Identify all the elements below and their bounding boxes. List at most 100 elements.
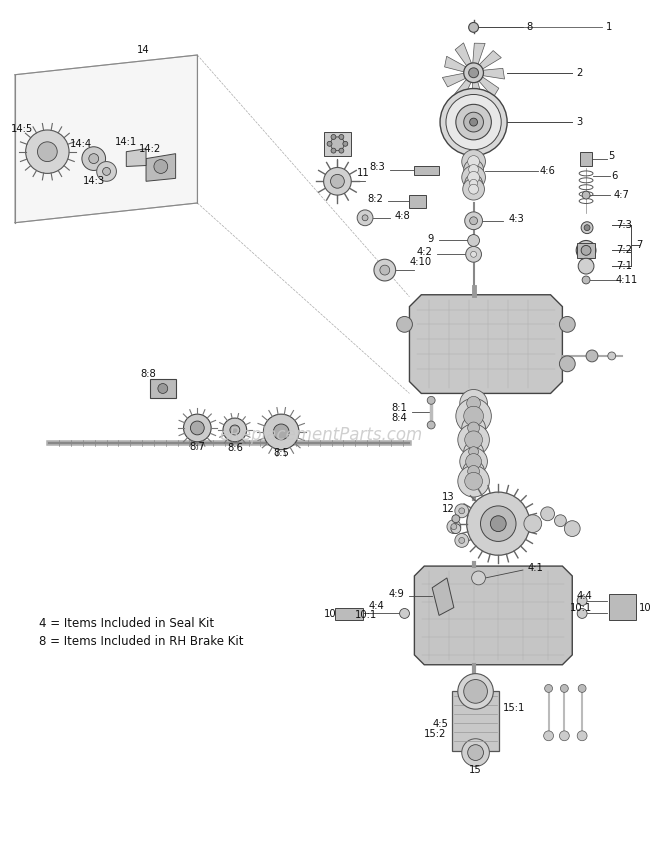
Circle shape [559, 316, 575, 332]
Circle shape [455, 504, 469, 518]
Circle shape [339, 148, 344, 153]
Circle shape [586, 350, 598, 362]
Circle shape [464, 406, 484, 426]
Circle shape [467, 466, 480, 478]
Circle shape [577, 596, 587, 605]
Circle shape [400, 609, 409, 619]
Text: 8:2: 8:2 [367, 194, 383, 204]
Text: 4:4: 4:4 [576, 591, 592, 601]
Circle shape [357, 210, 373, 226]
Circle shape [191, 421, 204, 435]
Circle shape [467, 745, 484, 761]
Circle shape [541, 507, 555, 521]
Text: 13: 13 [442, 492, 454, 502]
Circle shape [458, 674, 493, 709]
Polygon shape [409, 196, 426, 208]
Circle shape [463, 178, 484, 200]
Text: 4:3: 4:3 [508, 214, 524, 224]
Circle shape [455, 534, 469, 547]
Polygon shape [455, 42, 471, 67]
Polygon shape [452, 79, 472, 100]
Circle shape [544, 731, 553, 740]
Circle shape [451, 524, 461, 534]
Text: 11: 11 [357, 168, 370, 178]
Text: 8:1: 8:1 [392, 403, 408, 413]
Circle shape [264, 414, 299, 450]
Circle shape [459, 508, 465, 513]
Circle shape [451, 524, 457, 530]
Text: 15:2: 15:2 [424, 728, 446, 739]
Bar [452, 691, 499, 751]
Text: 14: 14 [137, 45, 149, 55]
Polygon shape [146, 154, 176, 181]
Polygon shape [580, 151, 592, 166]
Circle shape [561, 684, 568, 693]
Circle shape [459, 537, 465, 543]
Circle shape [396, 316, 413, 332]
Text: 10: 10 [324, 609, 337, 620]
Circle shape [427, 421, 435, 429]
Text: 7:2: 7:2 [616, 246, 633, 255]
Polygon shape [445, 56, 465, 72]
Circle shape [469, 118, 478, 126]
Circle shape [324, 167, 352, 196]
Text: 5: 5 [609, 150, 615, 161]
Text: 14:1: 14:1 [115, 137, 137, 147]
Text: 4:6: 4:6 [540, 167, 555, 177]
Circle shape [490, 516, 506, 531]
Circle shape [458, 466, 490, 497]
Text: 8:7: 8:7 [189, 442, 205, 451]
Circle shape [469, 68, 478, 77]
Text: 6: 6 [611, 172, 618, 181]
Circle shape [82, 147, 105, 171]
Circle shape [331, 137, 344, 150]
Text: 9: 9 [428, 234, 434, 243]
Circle shape [480, 506, 516, 541]
Circle shape [469, 165, 478, 174]
Polygon shape [415, 566, 572, 665]
Circle shape [462, 150, 486, 173]
Circle shape [230, 425, 240, 435]
Circle shape [582, 191, 590, 199]
Polygon shape [479, 76, 499, 98]
Polygon shape [126, 149, 146, 167]
Circle shape [25, 130, 69, 173]
Text: 14:4: 14:4 [70, 139, 92, 149]
Circle shape [464, 160, 484, 179]
Polygon shape [15, 55, 197, 223]
Circle shape [427, 396, 435, 405]
Polygon shape [150, 378, 176, 399]
Circle shape [446, 94, 501, 150]
Text: 1: 1 [605, 22, 612, 32]
Text: 8:4: 8:4 [392, 413, 408, 423]
Text: 4:10: 4:10 [409, 258, 432, 267]
Text: 4:1: 4:1 [528, 563, 544, 573]
Circle shape [578, 258, 594, 274]
Text: 12: 12 [442, 504, 455, 514]
Text: 4:11: 4:11 [615, 275, 637, 285]
Circle shape [467, 156, 480, 167]
Text: 2: 2 [576, 68, 583, 77]
Circle shape [158, 383, 168, 394]
Circle shape [456, 105, 492, 140]
Circle shape [465, 246, 482, 262]
Circle shape [545, 684, 553, 693]
Text: 4:4: 4:4 [369, 601, 385, 610]
Circle shape [471, 571, 486, 585]
Circle shape [327, 141, 332, 146]
Circle shape [273, 424, 289, 439]
Text: 8:6: 8:6 [227, 443, 243, 453]
Polygon shape [577, 243, 595, 258]
Circle shape [564, 521, 580, 536]
Polygon shape [324, 132, 352, 156]
Polygon shape [415, 166, 439, 175]
Circle shape [463, 461, 484, 482]
Circle shape [559, 356, 575, 371]
Circle shape [447, 519, 461, 534]
Circle shape [577, 731, 587, 740]
Text: 8: 8 [527, 22, 533, 32]
Text: 4:5: 4:5 [433, 719, 449, 729]
Polygon shape [335, 608, 363, 620]
Text: 7:3: 7:3 [616, 219, 633, 230]
Polygon shape [432, 578, 454, 615]
